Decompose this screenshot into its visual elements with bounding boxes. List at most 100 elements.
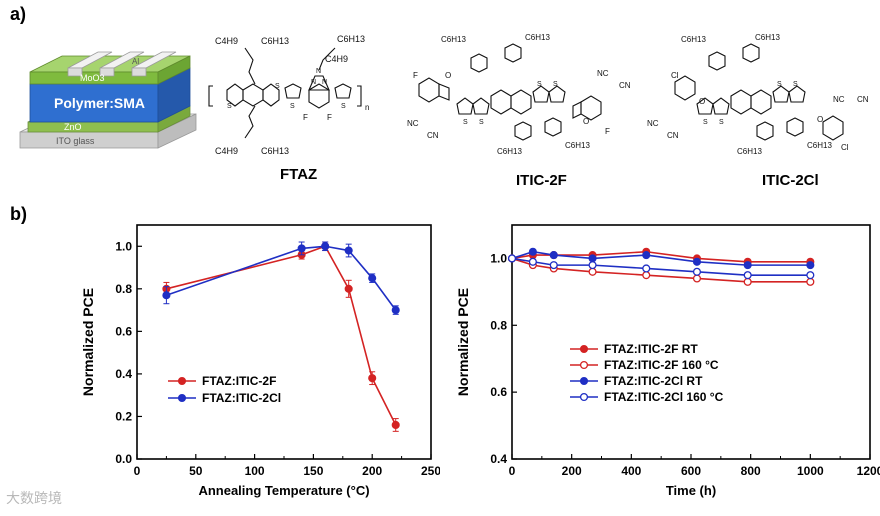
- data-point: [692, 274, 702, 283]
- svg-text:C6H13: C6H13: [807, 141, 832, 150]
- svg-text:S: S: [777, 81, 782, 88]
- y-tick-label: 1.0: [115, 239, 132, 253]
- data-point: [588, 254, 597, 263]
- molecule-name-itic-2cl: ITIC-2Cl: [762, 172, 819, 189]
- data-point: [588, 267, 597, 276]
- data-point: [743, 271, 752, 280]
- ftaz-structure: C4H9 C6H13 C4H9 C6H13 S S S N N N C6H13 …: [208, 34, 369, 156]
- layer-label-ito: ITO glass: [56, 136, 95, 146]
- x-tick-label: 200: [362, 464, 382, 478]
- data-point: [507, 254, 517, 263]
- svg-text:NC: NC: [407, 119, 419, 128]
- legend-marker: [579, 376, 589, 386]
- data-point: [588, 261, 597, 270]
- x-tick-label: 600: [681, 464, 701, 478]
- al-electrode-1: [67, 51, 113, 77]
- data-point: [743, 277, 752, 286]
- data-point: [344, 284, 353, 293]
- molecule-name-itic-2f: ITIC-2F: [516, 172, 567, 189]
- al-electrode-3: [131, 51, 177, 77]
- data-point: [549, 251, 558, 260]
- svg-text:CN: CN: [857, 95, 869, 104]
- svg-text:O: O: [699, 97, 705, 106]
- watermark-logo: 大数跨境: [6, 491, 62, 507]
- svg-text:O: O: [583, 117, 589, 126]
- svg-text:O: O: [445, 71, 451, 80]
- svg-text:N: N: [311, 79, 316, 86]
- x-axis-label: Time (h): [666, 483, 716, 498]
- x-tick-label: 400: [621, 464, 641, 478]
- svg-text:C6H13: C6H13: [497, 147, 522, 156]
- x-tick-label: 50: [189, 464, 203, 478]
- svg-text:F: F: [303, 113, 308, 122]
- data-point: [391, 420, 400, 430]
- data-point: [692, 257, 702, 266]
- svg-text:C6H13: C6H13: [261, 36, 289, 46]
- data-point: [344, 246, 353, 255]
- x-tick-label: 150: [303, 464, 323, 478]
- y-tick-label: 0.8: [490, 318, 507, 332]
- svg-text:NC: NC: [597, 69, 609, 78]
- svg-text:C6H13: C6H13: [337, 34, 365, 44]
- x-axis-label: Annealing Temperature (°C): [198, 483, 369, 498]
- data-point: [642, 264, 651, 273]
- plot-frame: [136, 224, 432, 460]
- svg-text:S: S: [290, 103, 295, 110]
- svg-text:C6H13: C6H13: [441, 35, 466, 44]
- svg-text:C4H9: C4H9: [325, 54, 348, 64]
- itic-2f-structure: F C6H13 C6H13 O NC CN NC CN O F C6H13 C6…: [407, 33, 631, 156]
- legend-marker: [177, 393, 187, 403]
- svg-text:C6H13: C6H13: [681, 35, 706, 44]
- panel-label-b: b): [10, 204, 27, 224]
- svg-text:S: S: [793, 81, 798, 88]
- svg-text:F: F: [327, 113, 332, 122]
- layer-label-active: Polymer:SMA: [54, 95, 145, 111]
- legend-label: FTAZ:ITIC-2F RT: [604, 342, 698, 356]
- svg-text:O: O: [817, 115, 823, 124]
- y-axis-label: Normalized PCE: [455, 288, 471, 396]
- al-electrode-2: [99, 51, 145, 77]
- data-point: [743, 261, 752, 270]
- series-line-1: [166, 245, 397, 311]
- device-stack-diagram: Al MoO3 Polymer:SMA ZnO ITO glass: [19, 51, 197, 149]
- legend-marker: [579, 344, 589, 354]
- layer-label-zno: ZnO: [64, 122, 82, 132]
- legend-marker: [579, 392, 589, 402]
- layer-label-moo3: MoO3: [80, 73, 105, 83]
- y-tick-label: 0.4: [115, 367, 132, 381]
- x-tick-label: 800: [741, 464, 761, 478]
- data-point: [806, 261, 815, 270]
- x-tick-label: 0: [134, 464, 141, 478]
- svg-text:C6H13: C6H13: [565, 141, 590, 150]
- data-point: [162, 291, 171, 300]
- data-point: [549, 261, 558, 270]
- data-point: [297, 244, 306, 253]
- data-point: [368, 374, 377, 383]
- svg-text:F: F: [413, 71, 418, 80]
- svg-text:S: S: [703, 119, 708, 126]
- x-tick-label: 0: [509, 464, 516, 478]
- svg-text:S: S: [479, 119, 484, 126]
- svg-text:N: N: [316, 68, 321, 75]
- svg-text:C6H13: C6H13: [261, 146, 289, 156]
- y-tick-label: 0.0: [115, 452, 132, 466]
- svg-text:CN: CN: [619, 81, 631, 90]
- svg-text:F: F: [605, 127, 610, 136]
- legend-label: FTAZ:ITIC-2Cl RT: [604, 374, 703, 388]
- series-line-0: [166, 245, 397, 426]
- al-label: Al: [132, 57, 139, 66]
- x-tick-label: 250: [421, 464, 440, 478]
- svg-text:C6H13: C6H13: [737, 147, 762, 156]
- svg-text:C4H9: C4H9: [215, 36, 238, 46]
- svg-text:N: N: [322, 79, 327, 86]
- legend-label: FTAZ:ITIC-2Cl: [202, 391, 281, 405]
- data-point: [368, 274, 377, 283]
- chart-annealing-temperature: 0 50 100 150 200 250 0.0 0.2 0.4 0.6 0.8 1.0 Anneali…: [80, 224, 440, 498]
- svg-text:S: S: [553, 81, 558, 88]
- y-axis-label: Normalized PCE: [80, 288, 96, 396]
- y-tick-label: 0.8: [115, 282, 132, 296]
- svg-text:CN: CN: [667, 131, 679, 140]
- svg-text:n: n: [365, 103, 369, 112]
